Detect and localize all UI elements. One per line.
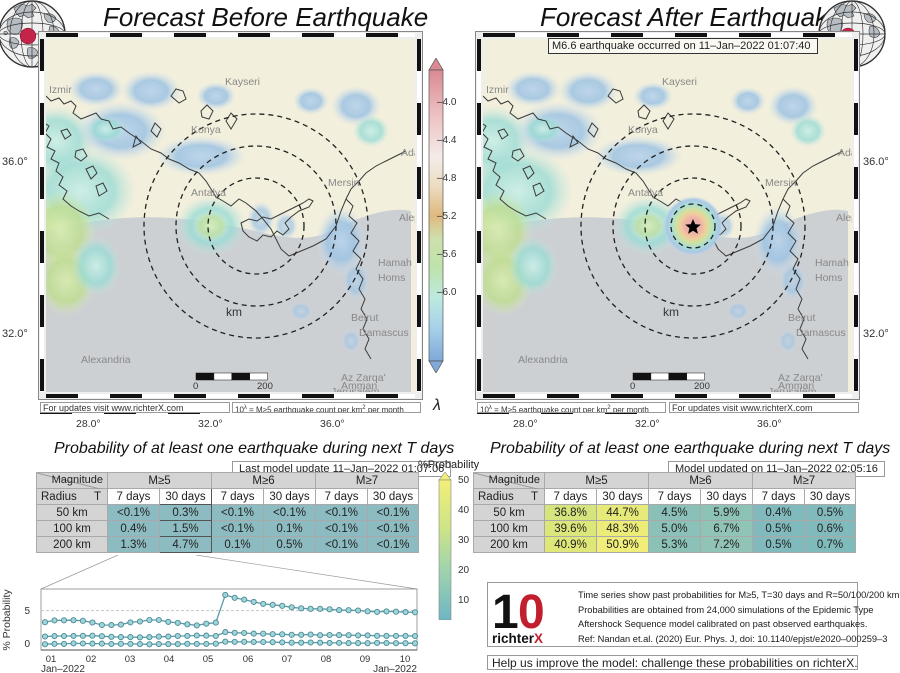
svg-text:Jan–2022: Jan–2022 (41, 664, 85, 673)
svg-text:Jan–2022: Jan–2022 (373, 664, 417, 673)
svg-text:02: 02 (86, 654, 97, 665)
svg-text:03: 03 (125, 654, 136, 665)
svg-text:08: 08 (321, 654, 332, 665)
svg-text:05: 05 (203, 654, 214, 665)
svg-text:0: 0 (24, 639, 30, 650)
svg-text:5: 5 (24, 606, 30, 617)
svg-text:% Probability: % Probability (1, 589, 13, 651)
svg-text:07: 07 (282, 654, 293, 665)
svg-text:09: 09 (360, 654, 371, 665)
svg-text:richterX: richterX (492, 631, 543, 646)
svg-text:04: 04 (164, 654, 175, 665)
svg-text:06: 06 (243, 654, 254, 665)
